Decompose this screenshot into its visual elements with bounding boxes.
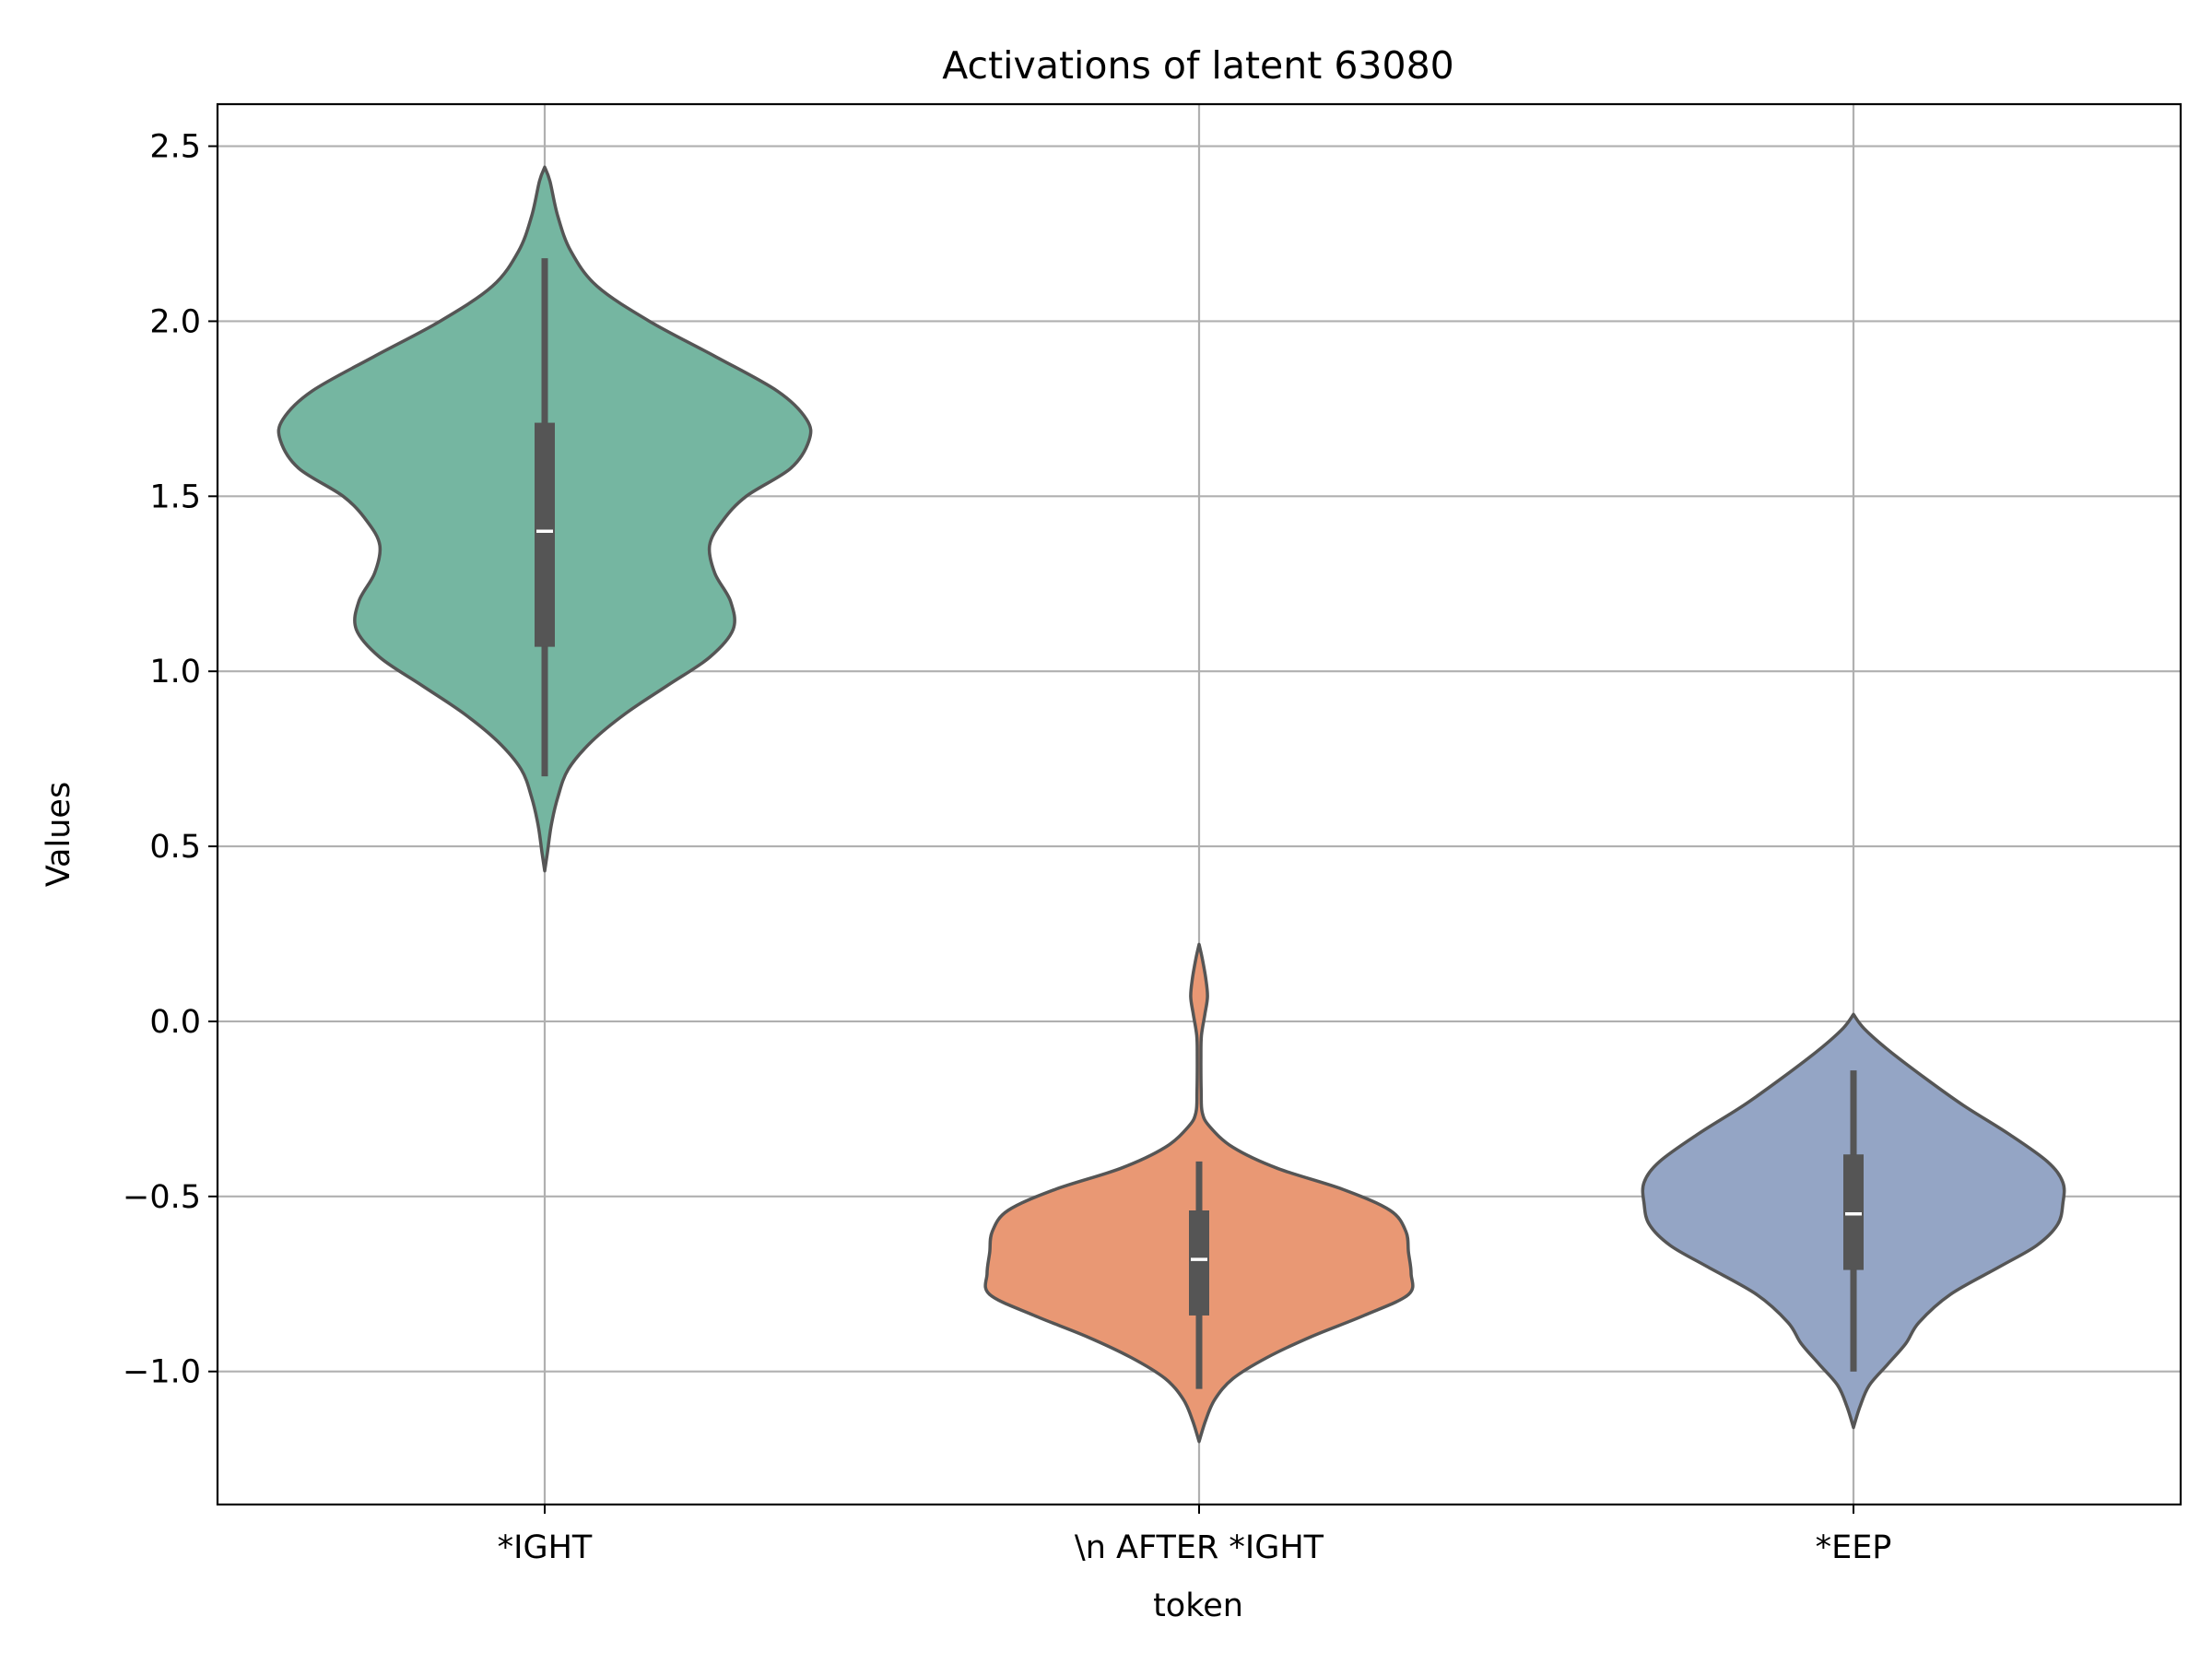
- chart-title: Activations of latent 63080: [942, 43, 1454, 88]
- violin-layer: [276, 165, 2066, 1444]
- y-tick-label: 1.0: [149, 654, 201, 690]
- tick-layer: 2.5 2.0 1.5 1.0 0.5 0.0 −0.5 −1.0 *IGHT \n AFTER …: [123, 129, 1891, 1566]
- x-tick-label: *IGHT: [498, 1529, 593, 1566]
- x-tick-label: *EEP: [1816, 1529, 1892, 1566]
- y-tick-label: 0.5: [149, 829, 201, 866]
- violin-iqr-box: [1843, 1154, 1864, 1270]
- y-tick-label: 2.0: [149, 303, 201, 340]
- x-axis-label: token: [1153, 1587, 1243, 1624]
- violin-iqr-box: [1189, 1210, 1209, 1316]
- y-tick-label: 2.5: [149, 129, 201, 166]
- y-tick-label: 1.5: [149, 478, 201, 515]
- y-axis-label: Values: [41, 782, 77, 887]
- violin-iqr-box: [535, 422, 555, 647]
- y-tick-label: −0.5: [123, 1179, 201, 1216]
- y-tick-label: −1.0: [123, 1354, 201, 1391]
- y-tick-label: 0.0: [149, 1004, 201, 1041]
- x-tick-label: \n AFTER *IGHT: [1075, 1529, 1324, 1566]
